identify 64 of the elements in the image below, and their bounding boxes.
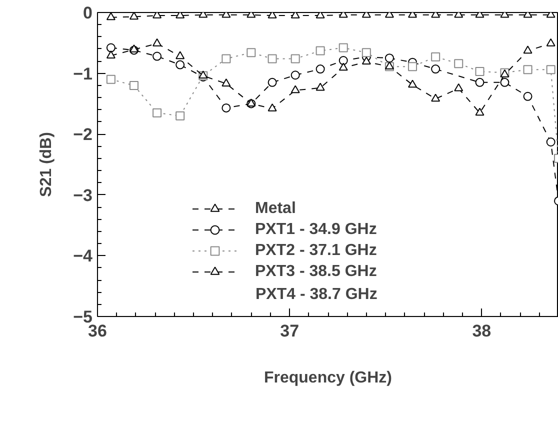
point — [475, 66, 484, 76]
point — [176, 51, 185, 60]
legend-label: Metal — [255, 198, 296, 218]
point — [290, 70, 300, 80]
x-tick-label: 37 — [280, 322, 300, 340]
y-tick-label: −1 — [73, 64, 93, 84]
point — [106, 43, 116, 52]
point — [338, 56, 348, 66]
y-tick-label: 0 — [83, 4, 93, 22]
point — [152, 52, 162, 61]
point — [546, 38, 556, 46]
legend-label: PXT3 - 38.5 GHz — [255, 262, 377, 282]
point — [222, 103, 231, 112]
point — [106, 50, 116, 58]
point — [106, 12, 116, 20]
point — [129, 80, 138, 90]
point — [152, 38, 162, 46]
point — [523, 46, 532, 54]
point — [475, 108, 484, 116]
point — [246, 48, 256, 58]
point — [176, 60, 185, 70]
point — [362, 48, 371, 58]
y-axis-title: S21 (dB) — [38, 132, 56, 197]
point — [500, 78, 510, 87]
point — [523, 92, 532, 101]
y-tick-label: −3 — [73, 186, 93, 205]
point — [408, 62, 418, 72]
point — [316, 82, 325, 91]
point — [176, 111, 185, 120]
point — [106, 74, 116, 84]
point — [431, 52, 440, 62]
y-tick-label: −4 — [73, 246, 94, 266]
point — [129, 44, 138, 52]
point — [222, 78, 231, 86]
point — [431, 94, 440, 102]
point — [338, 43, 348, 52]
point — [546, 138, 556, 146]
point — [222, 54, 231, 64]
point — [362, 56, 371, 65]
point — [475, 78, 484, 87]
x-axis-title: Frequency (GHz) — [264, 370, 392, 386]
point — [290, 54, 300, 64]
point — [316, 64, 325, 74]
point — [129, 12, 138, 20]
point — [546, 65, 556, 74]
x-tick-label: 38 — [472, 322, 492, 340]
y-tick-label: −2 — [73, 125, 93, 144]
point — [290, 85, 300, 94]
point — [454, 59, 464, 68]
point — [384, 54, 394, 63]
point — [454, 83, 464, 92]
annotation: PXT4 - 38.7 GHz — [256, 286, 378, 303]
point — [523, 65, 532, 74]
point — [338, 62, 348, 71]
point — [268, 54, 277, 64]
point — [268, 103, 277, 112]
x-tick-label: 36 — [88, 322, 107, 340]
legend-label: PXT1 - 34.9 GHz — [255, 220, 377, 240]
point — [268, 78, 277, 87]
point — [316, 46, 325, 56]
point — [431, 64, 440, 74]
point — [152, 108, 162, 118]
legend-label: PXT2 - 37.1 GHz — [255, 240, 377, 260]
point — [408, 80, 418, 88]
